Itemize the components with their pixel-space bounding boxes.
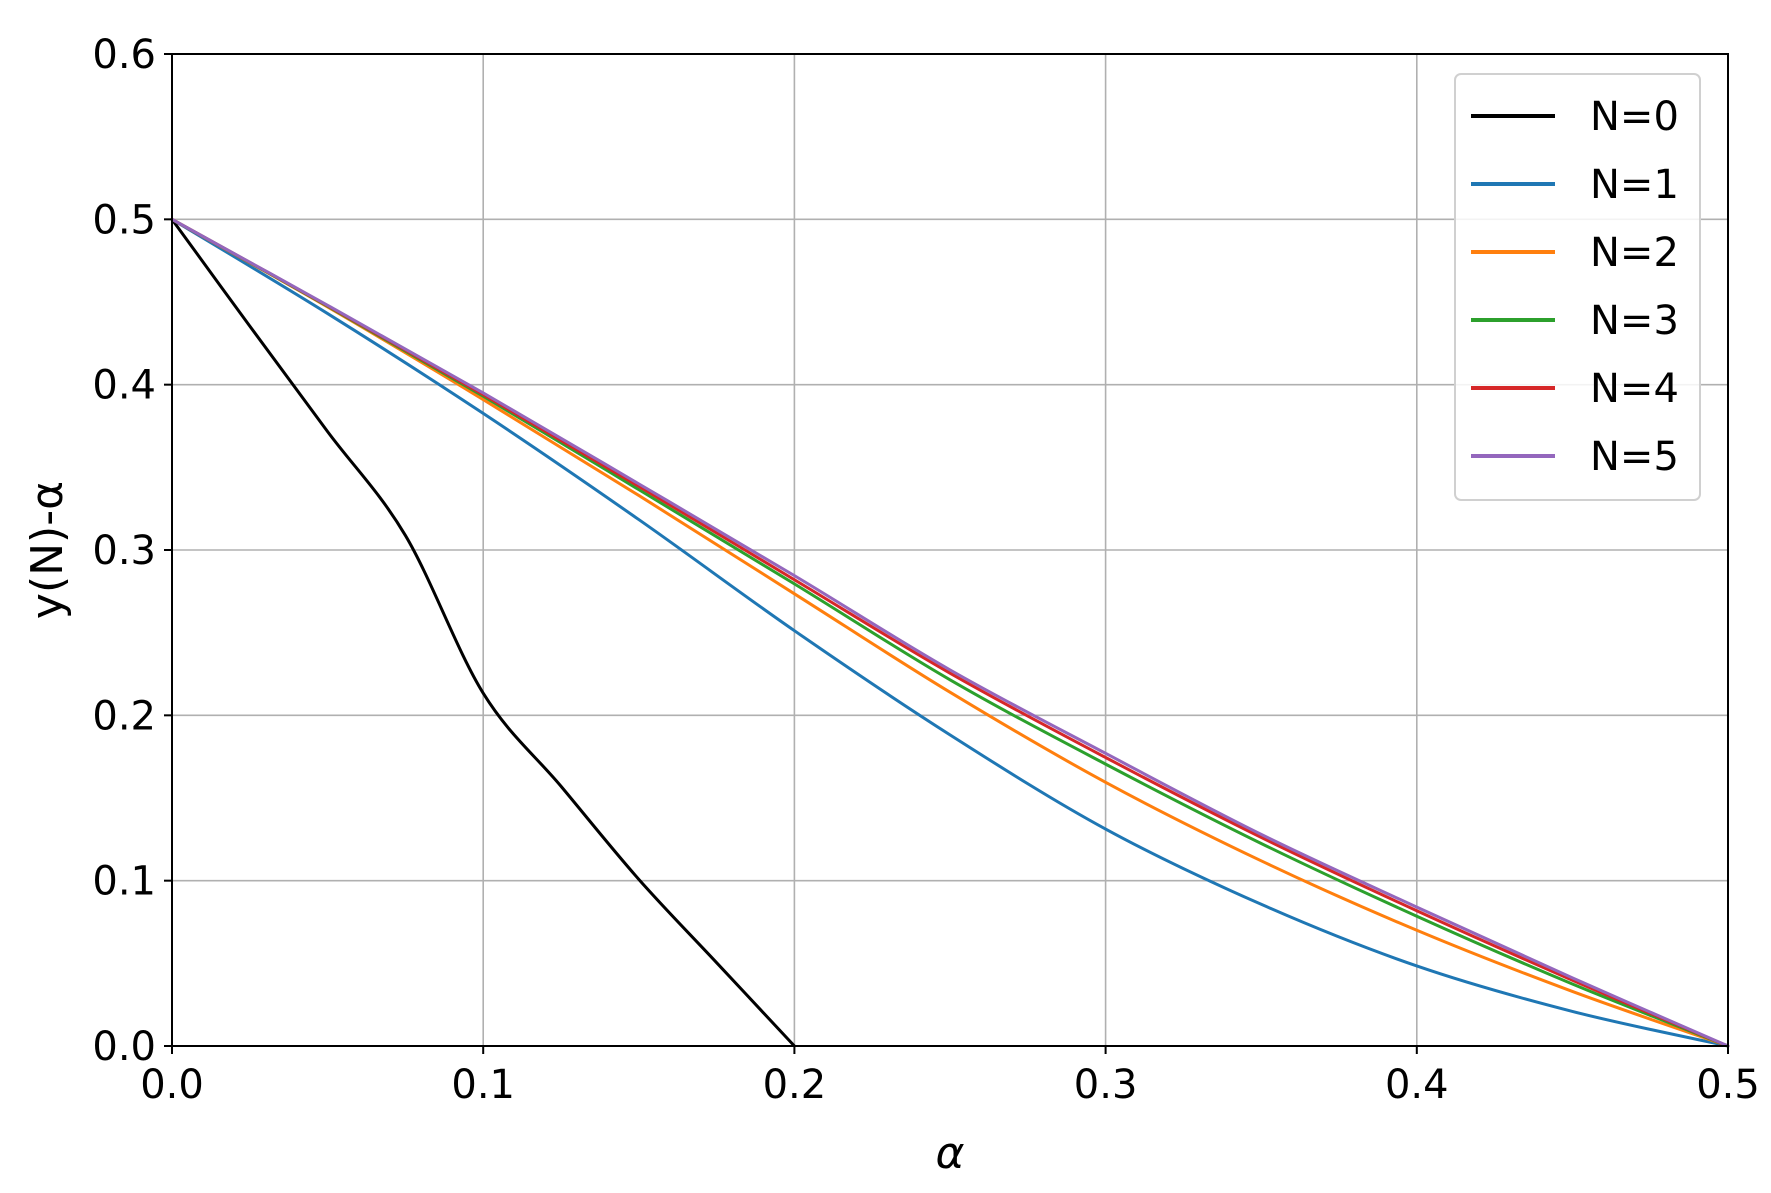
y-tick-label: 0.4 [92,363,156,409]
y-axis-ticks: 0.0 0.1 0.2 0.3 0.4 0.5 0.6 [92,32,172,1070]
y-tick-label: 0.0 [92,1024,156,1070]
x-axis-ticks: 0.0 0.1 0.2 0.3 0.4 0.5 [140,1046,1760,1108]
y-tick-label: 0.1 [92,859,156,905]
x-tick-label: 0.4 [1385,1062,1449,1108]
series-line-2 [170,217,1730,1048]
legend: N=0 N=1 N=2 N=3 N=4 N=5 [1454,73,1701,501]
legend-box [1454,73,1701,501]
series-line-0 [170,217,796,1048]
x-tick-label: 0.3 [1074,1062,1138,1108]
x-tick-label: 0.0 [140,1062,204,1108]
legend-label-2: N=2 [1590,230,1679,276]
legend-label-1: N=1 [1590,162,1679,208]
x-tick-label: 0.5 [1696,1062,1760,1108]
y-axis-label: y(N)-α [22,481,73,619]
y-tick-label: 0.2 [92,693,156,739]
series-line-5 [170,217,1730,1048]
y-tick-label: 0.3 [92,528,156,574]
legend-label-3: N=3 [1590,298,1679,344]
y-tick-label: 0.6 [92,32,156,78]
legend-label-4: N=4 [1590,366,1679,412]
legend-label-5: N=5 [1590,434,1679,480]
x-tick-label: 0.1 [451,1062,515,1108]
x-tick-label: 0.2 [763,1062,827,1108]
legend-label-0: N=0 [1590,94,1679,140]
series-lines [170,217,1730,1048]
series-line-1 [170,217,1730,1048]
x-axis-label: α [935,1128,964,1179]
y-tick-label: 0.5 [92,197,156,243]
